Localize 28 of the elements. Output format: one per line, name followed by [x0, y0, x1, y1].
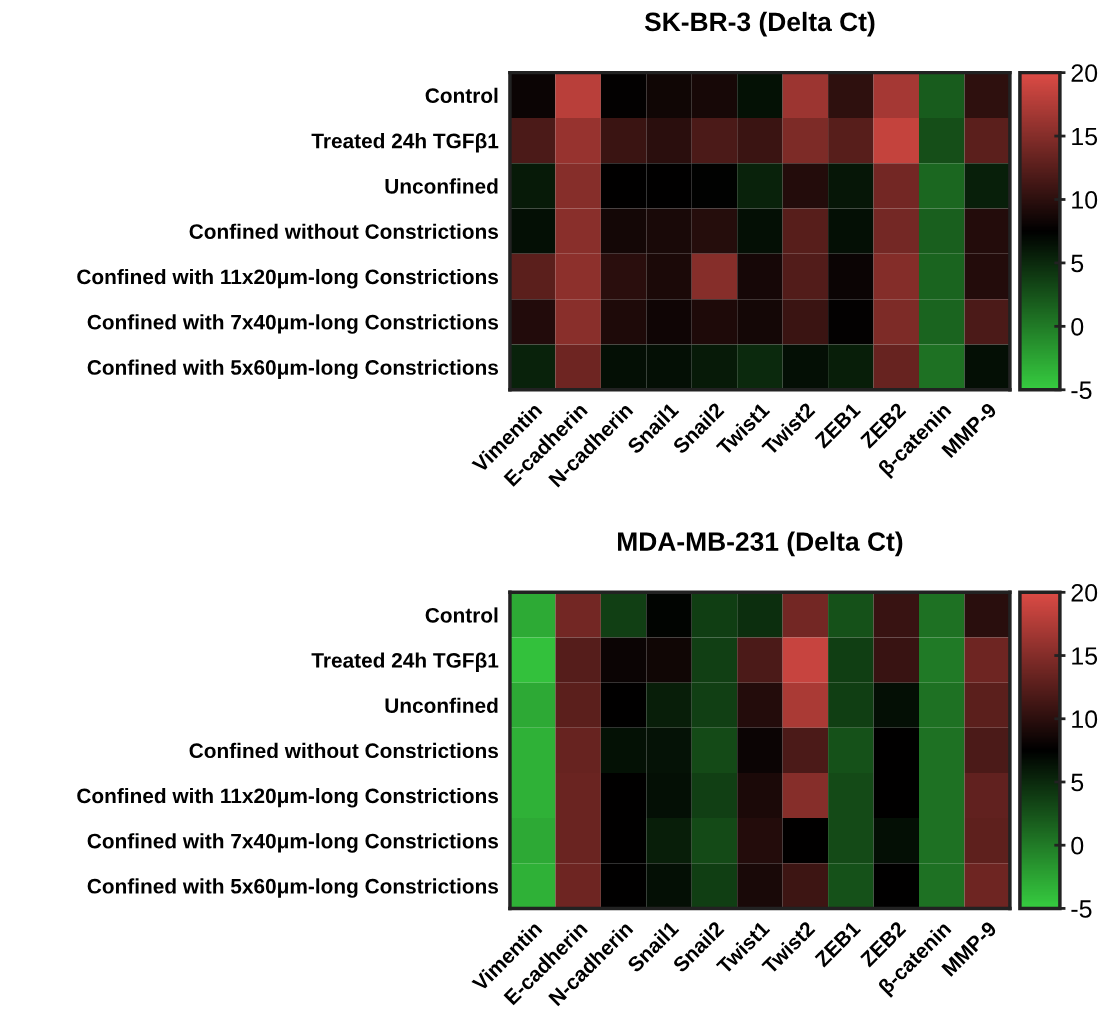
- y-tick-label: Unconfined: [385, 697, 498, 713]
- color-bar-label: 5: [1071, 254, 1084, 273]
- y-tick-label: Confined with 11x20μm-long Constrictions: [77, 268, 499, 289]
- color-bar-label: 20: [1071, 64, 1098, 82]
- y-tick-label: Unconfined: [385, 178, 498, 194]
- chart-title: MDA-MB-231 (Delta Ct): [618, 531, 903, 557]
- color-bar-label: 10: [1072, 191, 1098, 209]
- color-bar-label: 10: [1072, 710, 1098, 729]
- color-bar-label: 0: [1071, 317, 1084, 336]
- y-tick-label: Confined with 11x20μm-long Constrictions: [77, 787, 499, 808]
- y-tick-label: Confined with 7x40μm-long Constrictions: [87, 314, 499, 334]
- y-tick-label: Confined with 5x60μm-long Constrictions: [87, 878, 499, 898]
- color-bar-label: 20: [1071, 583, 1098, 602]
- y-tick-label: Treated 24h TGFβ1: [311, 133, 499, 153]
- color-bar-label: 15: [1072, 127, 1098, 146]
- color-bar-label: 15: [1072, 647, 1098, 665]
- y-tick-label: Confined with 7x40μm-long Constrictions: [87, 833, 499, 853]
- color-bar-label: -5: [1071, 381, 1092, 400]
- y-tick-label: Control: [425, 607, 498, 623]
- y-tick-label: Confined without Constrictions: [189, 742, 499, 759]
- y-tick-label: Confined without Constrictions: [189, 223, 499, 239]
- y-tick-label: Control: [425, 87, 498, 104]
- color-bar-label: -5: [1071, 900, 1092, 918]
- color-bar-label: 0: [1071, 836, 1084, 855]
- y-tick-label: Treated 24h TGFβ1: [311, 652, 499, 672]
- chart-title: SK-BR-3 (Delta Ct): [644, 11, 875, 37]
- y-tick-label: Confined with 5x60μm-long Constrictions: [87, 359, 499, 380]
- color-bar-label: 5: [1071, 773, 1084, 792]
